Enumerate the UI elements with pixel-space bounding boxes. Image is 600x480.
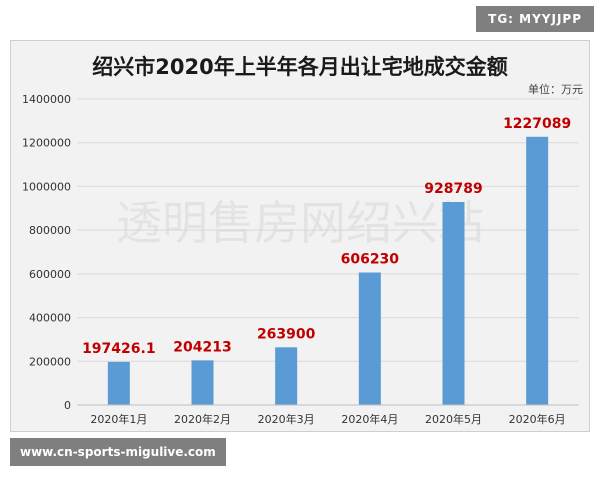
data-label: 197426.1 [82, 341, 156, 357]
y-tick-label: 1400000 [22, 93, 71, 106]
y-tick-label: 1000000 [22, 180, 71, 193]
bar [191, 360, 214, 405]
x-tick-label: 2020年2月 [174, 412, 231, 426]
data-label: 1227089 [503, 116, 571, 132]
watermark-center: 透明售房网绍兴站 [116, 196, 484, 250]
x-tick-label: 2020年3月 [258, 412, 315, 426]
x-tick-label: 2020年5月 [425, 412, 482, 426]
chart-panel: 绍兴市2020年上半年各月出让宅地成交金额 单位：万元 透明售房网绍兴站 197… [10, 40, 590, 432]
data-label: 928789 [424, 181, 482, 197]
y-tick-label: 1200000 [22, 137, 71, 150]
watermark-bottom-tag: www.cn-sports-migulive.com [10, 438, 226, 466]
bar-chart: 透明售房网绍兴站 197426.1 204213 263900 606230 92878… [22, 93, 579, 426]
data-label: 263900 [257, 326, 316, 342]
unit-label: 单位：万元 [528, 83, 583, 96]
bar [442, 201, 465, 405]
y-tick-label: 0 [64, 399, 71, 412]
bar [358, 272, 381, 405]
y-tick-label: 200000 [29, 355, 71, 368]
bar [275, 347, 298, 405]
data-label: 606230 [341, 251, 400, 267]
data-label: 204213 [173, 339, 231, 355]
x-tick-label: 2020年4月 [341, 412, 398, 426]
bar [526, 136, 549, 405]
y-tick-label: 600000 [29, 268, 71, 281]
chart-title: 绍兴市2020年上半年各月出让宅地成交金额 [92, 55, 508, 79]
bar [107, 361, 130, 405]
y-tick-label: 800000 [29, 224, 71, 237]
x-tick-label: 2020年6月 [509, 412, 566, 426]
x-tick-label: 2020年1月 [90, 412, 147, 426]
watermark-top-tag: TG: MYYJJPP [476, 6, 594, 32]
y-tick-label: 400000 [29, 312, 71, 325]
